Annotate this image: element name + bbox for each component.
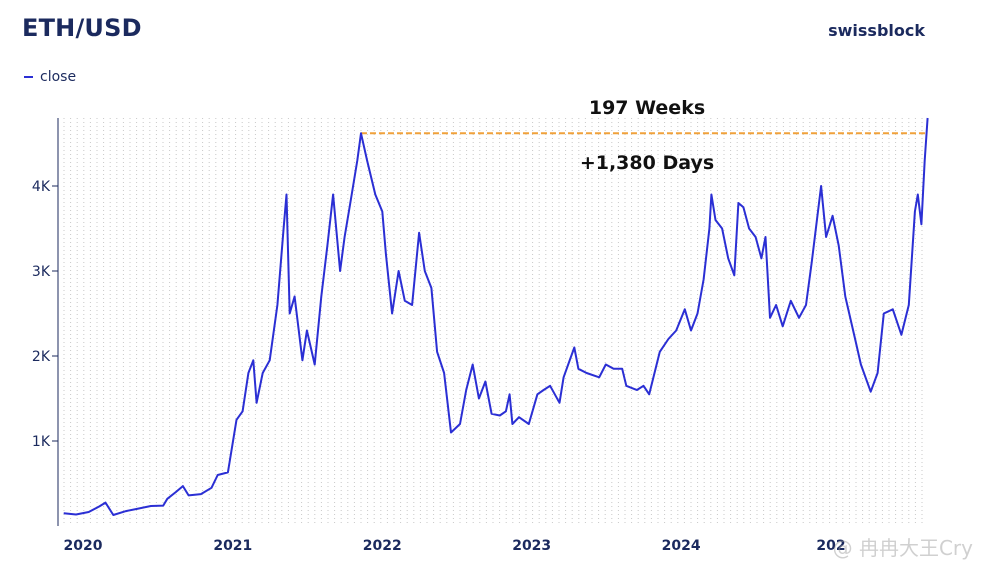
grid	[63, 118, 923, 526]
annotation-days: +1,380 Days	[580, 152, 714, 174]
x-tick-label: 202	[816, 538, 845, 554]
chart-title: ETH/USD	[22, 14, 142, 42]
y-tick-label: 2K	[32, 349, 51, 365]
x-ticks: 2020 2021 2022 2023 2024 202	[63, 538, 845, 554]
annotation-weeks: 197 Weeks	[589, 97, 705, 119]
x-tick-label: 2020	[63, 538, 102, 554]
legend-label: close	[40, 69, 77, 85]
x-tick-label: 2022	[363, 538, 402, 554]
legend: close	[24, 69, 76, 85]
y-ticks: 1K 2K 3K 4K	[32, 179, 58, 450]
price-line-close	[63, 117, 929, 516]
x-tick-label: 2023	[512, 538, 551, 554]
brand-logo: swissblock	[828, 21, 925, 40]
x-tick-label: 2024	[662, 538, 701, 554]
legend-swatch	[24, 76, 33, 78]
y-tick-label: 3K	[32, 264, 51, 280]
y-tick-label: 1K	[32, 434, 51, 450]
x-tick-label: 2021	[213, 538, 252, 554]
watermark: @ 冉冉大王Cry	[832, 536, 973, 560]
y-tick-label: 4K	[32, 179, 51, 195]
